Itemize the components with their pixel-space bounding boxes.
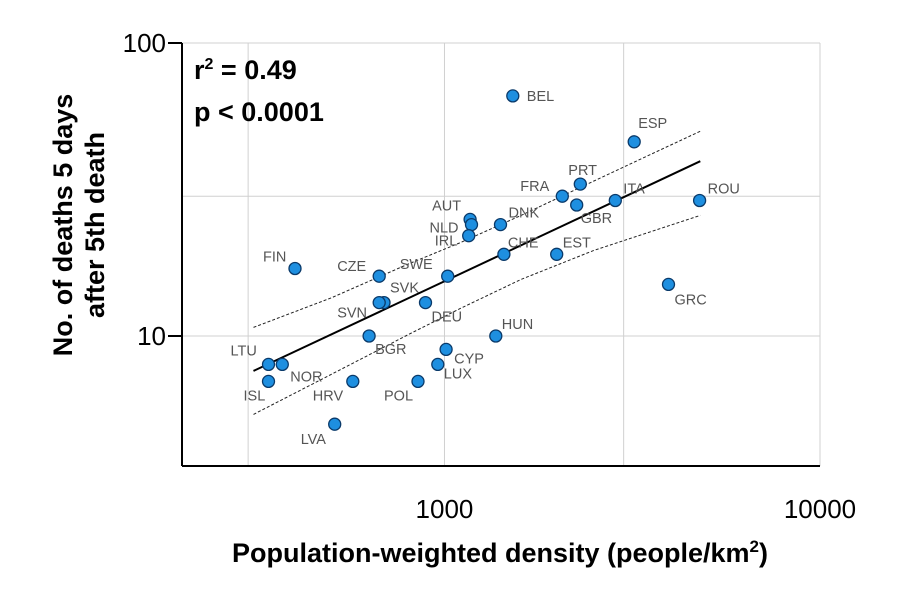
data-point-hrv (346, 374, 360, 389)
data-point-gbr (570, 198, 584, 212)
data-point-fra (555, 189, 569, 203)
confidence-band (253, 130, 701, 415)
x-axis-title: Population-weighted density (people/km2) (232, 537, 768, 568)
point-label-irl: IRL (435, 234, 458, 250)
data-point-bgr (362, 329, 376, 343)
data-point-lux (431, 357, 445, 372)
point-label-nld: NLD (430, 221, 459, 237)
data-point-svn (372, 295, 386, 310)
point-label-rou: ROU (708, 182, 740, 198)
point-label-ita: ITA (623, 182, 645, 198)
p-value-stat: p < 0.0001 (194, 97, 324, 127)
point-label-che: CHE (508, 235, 539, 251)
data-point-che (497, 247, 511, 261)
data-point-bel (506, 89, 520, 103)
point-label-esp: ESP (638, 116, 667, 132)
point-label-gbr: GBR (581, 211, 612, 227)
point-label-cze: CZE (337, 259, 366, 275)
data-point-irl (462, 229, 476, 243)
data-point-cyp (439, 342, 453, 357)
data-point-isl (261, 374, 276, 389)
data-point-prt (573, 177, 587, 191)
y-axis-title-line1: No. of deaths 5 days (48, 94, 78, 357)
point-label-bel: BEL (527, 89, 554, 105)
axes (168, 42, 820, 467)
data-point-deu (418, 295, 433, 310)
data-point-nor (275, 357, 289, 372)
data-point-swe (441, 269, 455, 283)
y-axis-title: No. of deaths 5 days after 5th death (48, 94, 110, 357)
data-point-fin (288, 261, 302, 276)
point-label-fra: FRA (520, 179, 549, 195)
point-label-nor: NOR (290, 369, 322, 385)
point-label-fin: FIN (263, 250, 286, 266)
data-point-ltu (261, 357, 276, 372)
data-point-rou (692, 193, 707, 208)
data-point-grc (661, 277, 676, 292)
point-label-cyp: CYP (454, 351, 484, 367)
regression-line (253, 160, 701, 372)
ci-upper-line (253, 130, 701, 328)
x-tick-label: 1000 (416, 494, 474, 524)
point-label-hun: HUN (502, 317, 533, 333)
data-point-est (550, 247, 564, 261)
data-point-pol (411, 374, 425, 389)
x-tick-label: 10000 (784, 494, 856, 524)
point-label-prt: PRT (568, 163, 597, 179)
point-label-pol: POL (384, 388, 413, 404)
ci-lower-line (253, 214, 701, 415)
data-point-hun (489, 329, 503, 343)
point-label-isl: ISL (244, 388, 266, 404)
point-label-lux: LUX (444, 366, 473, 382)
y-tick-label: 100 (123, 28, 166, 58)
tick-labels: 1000 10000 10 100 (123, 28, 857, 524)
y-tick-label: 10 (137, 321, 166, 351)
point-label-ltu: LTU (231, 343, 257, 359)
y-axis-title-line2: after 5th death (80, 132, 110, 318)
point-label-hrv: HRV (313, 388, 344, 404)
data-point-dnk (493, 217, 508, 232)
point-label-lva: LVA (301, 432, 327, 448)
data-point-esp (627, 135, 641, 149)
point-label-bgr: BGR (375, 342, 406, 358)
r2-stat: r2 = 0.49 (194, 55, 297, 85)
point-label-svn: SVN (337, 306, 367, 322)
data-point-cze (372, 269, 386, 283)
data-point-nld (464, 217, 479, 232)
data-points (261, 89, 707, 431)
data-point-ita (608, 193, 622, 208)
data-point-lva (328, 417, 342, 431)
point-label-grc: GRC (675, 292, 707, 308)
regression-line-group (253, 160, 701, 372)
point-label-swe: SWE (400, 257, 433, 273)
point-label-est: EST (563, 235, 591, 251)
point-label-aut: AUT (432, 198, 461, 214)
point-label-svk: SVK (390, 281, 419, 297)
point-label-dnk: DNK (509, 206, 540, 222)
point-label-deu: DEU (432, 310, 463, 326)
